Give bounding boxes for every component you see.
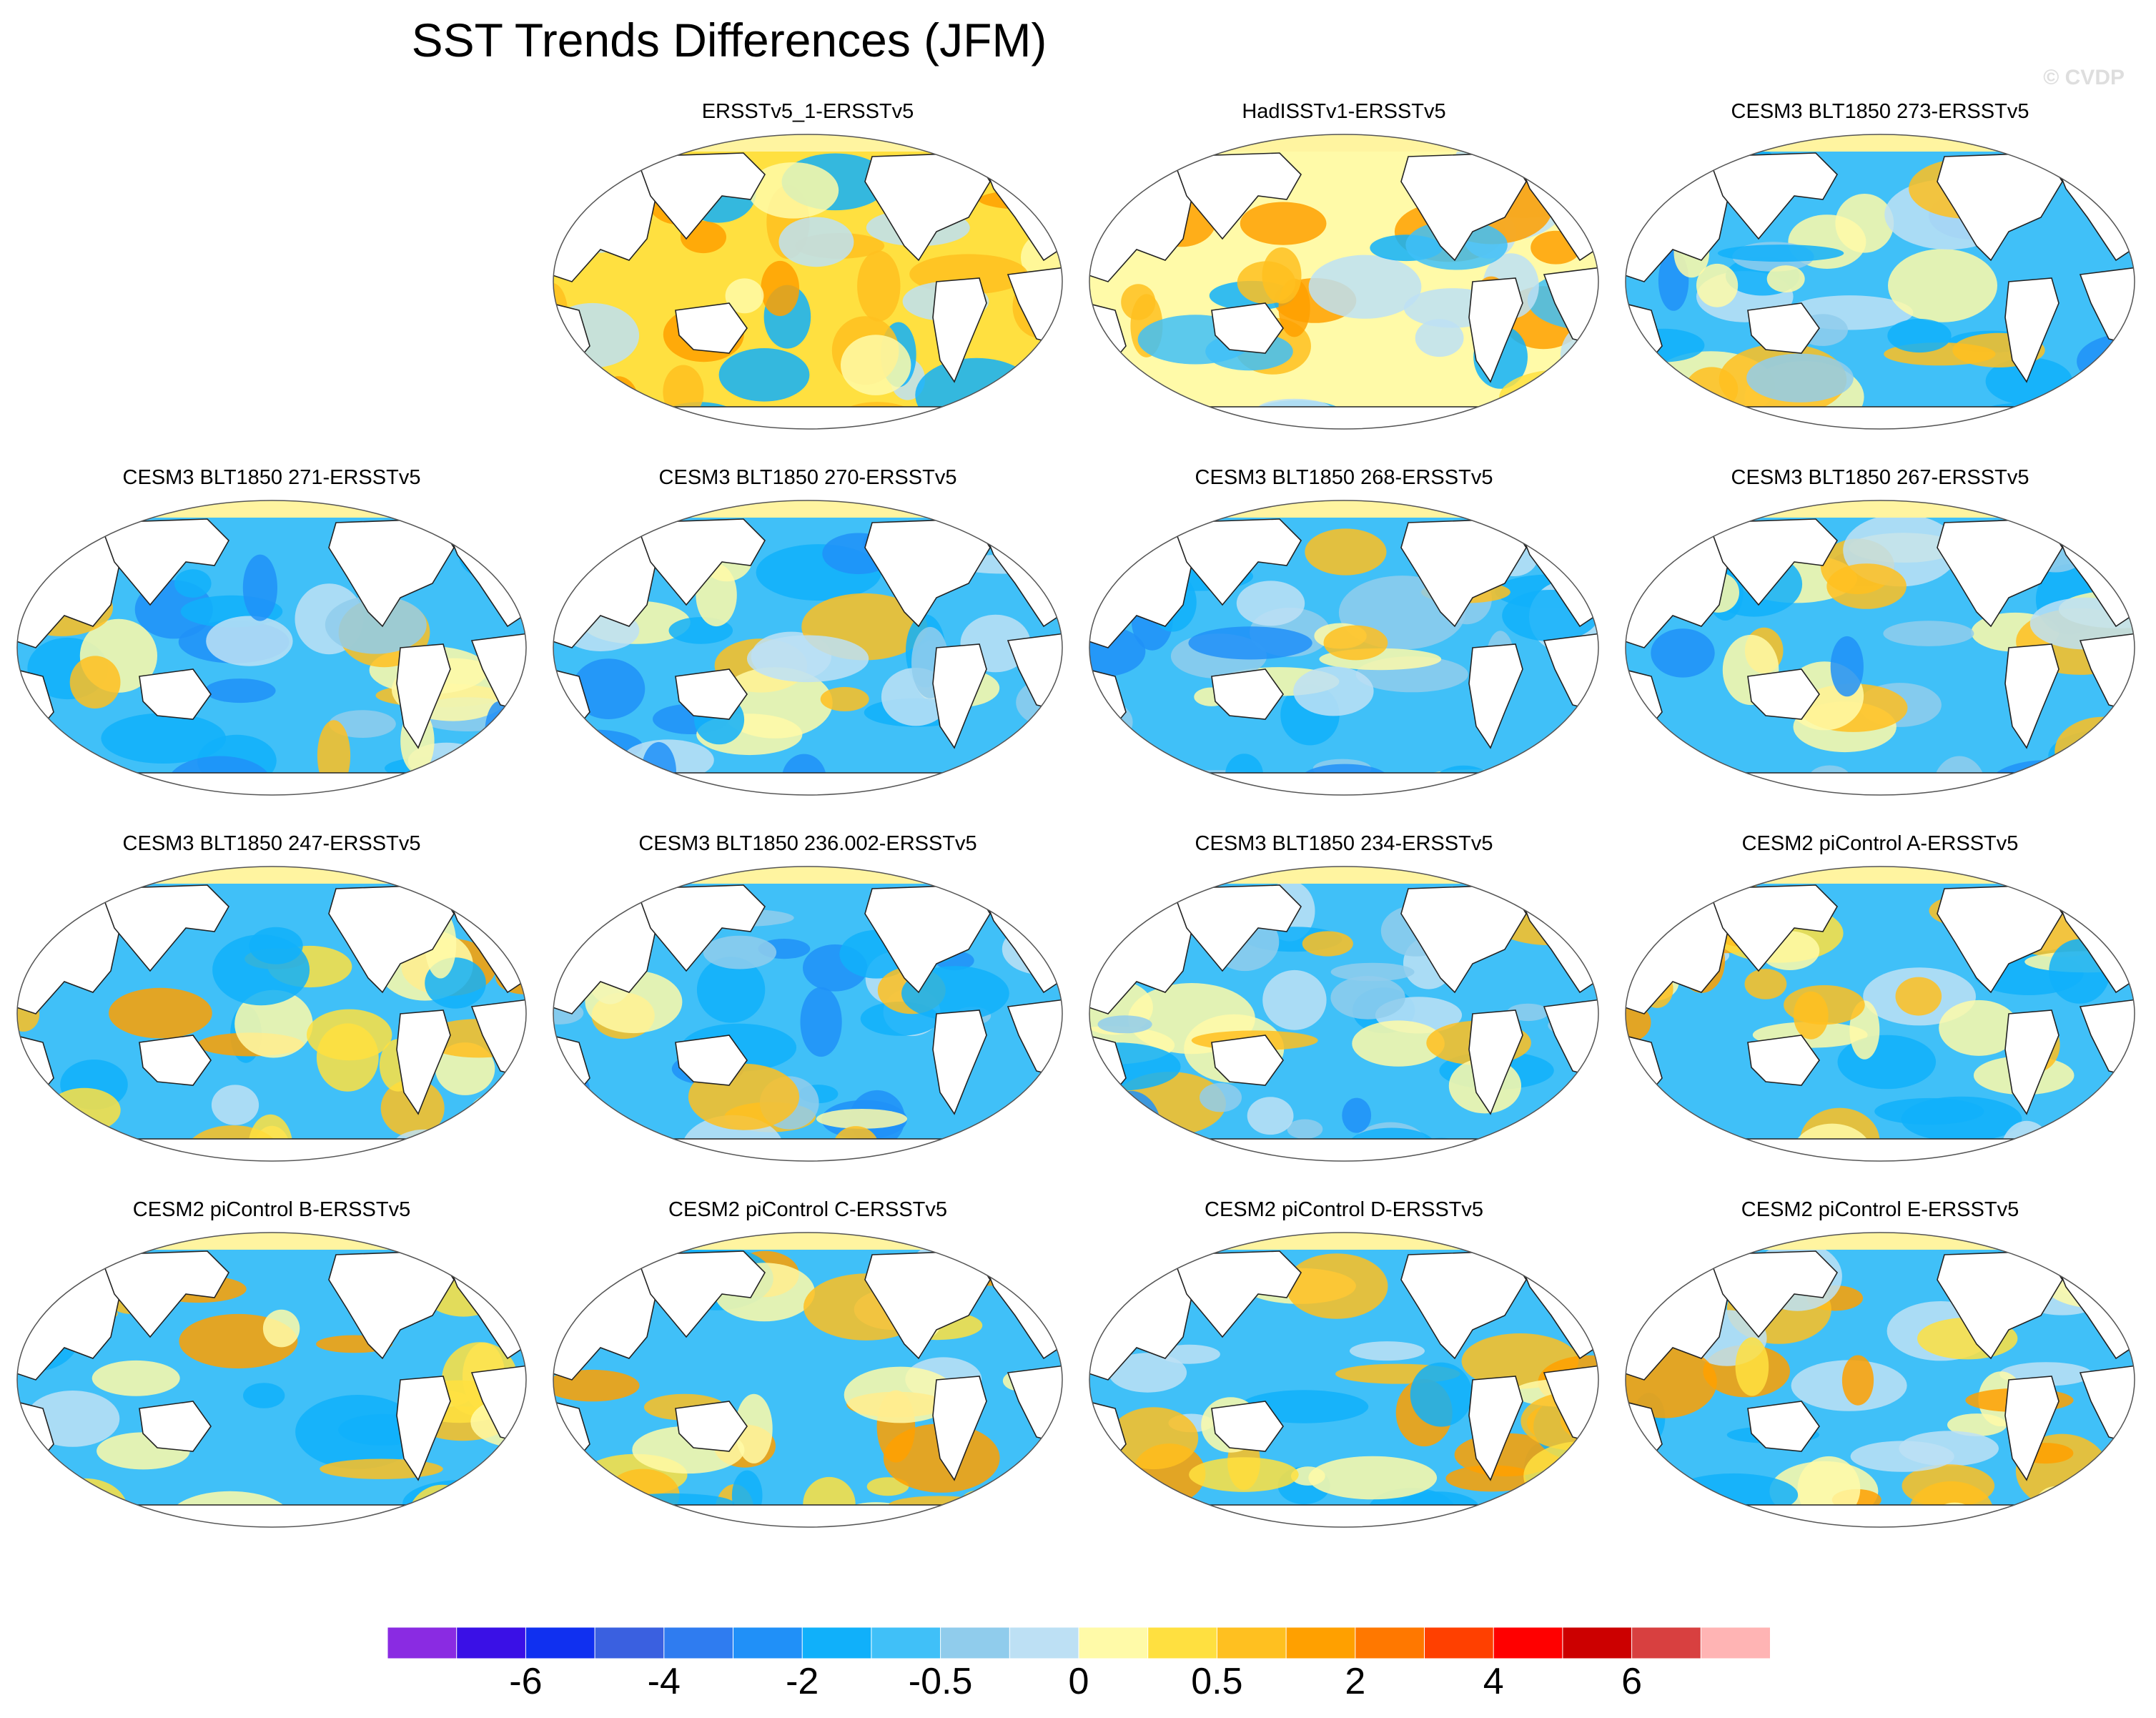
colorbar-swatch [1216, 1627, 1287, 1659]
colorbar-swatch [1009, 1627, 1079, 1659]
cvdp-credit: © CVDP [2043, 66, 2125, 89]
map-panel: CESM2 piControl D-ERSSTv5 [1079, 1198, 1608, 1534]
colorbar-swatch [733, 1627, 803, 1659]
robinson-world-map-icon [1089, 134, 1599, 430]
colorbar-tick-label: 0.5 [1191, 1661, 1243, 1702]
map-panel: CESM3 BLT1850 234-ERSSTv5 [1079, 832, 1608, 1168]
panel-title: CESM2 piControl B-ERSSTv5 [132, 1198, 411, 1221]
map-panel: CESM2 piControl A-ERSSTv5 [1616, 832, 2145, 1168]
colorbar-swatch [1424, 1627, 1495, 1659]
robinson-world-map-icon [1089, 500, 1599, 796]
panel-title: CESM3 BLT1850 234-ERSSTv5 [1195, 832, 1493, 855]
colorbar-swatch [1562, 1627, 1633, 1659]
colorbar-swatch [940, 1627, 1011, 1659]
robinson-world-map-icon [553, 1232, 1063, 1528]
colorbar-swatch [525, 1627, 596, 1659]
robinson-world-map-icon [1625, 500, 2135, 796]
colorbar-swatch [663, 1627, 734, 1659]
panel-title: CESM3 BLT1850 267-ERSSTv5 [1731, 466, 2029, 489]
robinson-world-map-icon [553, 866, 1063, 1162]
colorbar-swatch [1355, 1627, 1425, 1659]
colorbar-tick-label: -6 [509, 1661, 543, 1702]
colorbar-swatch [456, 1627, 527, 1659]
robinson-world-map-icon [1089, 1232, 1599, 1528]
colorbar-swatch [871, 1627, 941, 1659]
robinson-world-map-icon [16, 500, 527, 796]
map-panel: CESM3 BLT1850 271-ERSSTv5 [7, 466, 536, 802]
colorbar-swatch [1493, 1627, 1563, 1659]
figure-title: SST Trends Differences (JFM) [411, 14, 1047, 66]
colorbar-tick-label: -2 [786, 1661, 819, 1702]
panel-title: CESM2 piControl C-ERSSTv5 [668, 1198, 947, 1221]
colorbar-swatch [1631, 1627, 1702, 1659]
map-panel: ERSSTv5_1-ERSSTv5 [543, 100, 1072, 436]
panel-title: CESM3 BLT1850 236.002-ERSSTv5 [638, 832, 977, 855]
colorbar-tick-label: 2 [1345, 1661, 1366, 1702]
panel-title: CESM2 piControl D-ERSSTv5 [1205, 1198, 1483, 1221]
colorbar-swatch [1285, 1627, 1356, 1659]
map-panel: CESM3 BLT1850 270-ERSSTv5 [543, 466, 1072, 802]
panel-title: ERSSTv5_1-ERSSTv5 [701, 100, 914, 123]
colorbar-swatch [594, 1627, 665, 1659]
map-panel: CESM3 BLT1850 273-ERSSTv5 [1616, 100, 2145, 436]
panel-title: CESM3 BLT1850 268-ERSSTv5 [1195, 466, 1493, 489]
colorbar-swatch [1147, 1627, 1218, 1659]
colorbar [387, 1627, 1770, 1659]
colorbar-swatch [387, 1627, 458, 1659]
robinson-world-map-icon [1625, 134, 2135, 430]
robinson-world-map-icon [16, 1232, 527, 1528]
map-panel: CESM3 BLT1850 268-ERSSTv5 [1079, 466, 1608, 802]
colorbar-swatch [801, 1627, 872, 1659]
colorbar-tick-label: 0 [1068, 1661, 1089, 1702]
map-panel: CESM3 BLT1850 236.002-ERSSTv5 [543, 832, 1072, 1168]
map-panel: HadISSTv1-ERSSTv5 [1079, 100, 1608, 436]
map-panel: CESM2 piControl B-ERSSTv5 [7, 1198, 536, 1534]
colorbar-tick-label: -0.5 [908, 1661, 973, 1702]
panel-title: CESM3 BLT1850 271-ERSSTv5 [122, 466, 421, 489]
colorbar-tick-label: -4 [647, 1661, 681, 1702]
colorbar-swatch [1078, 1627, 1149, 1659]
robinson-world-map-icon [16, 866, 527, 1162]
colorbar-tick-label: 6 [1621, 1661, 1643, 1702]
map-panel: CESM2 piControl E-ERSSTv5 [1616, 1198, 2145, 1534]
colorbar-tick-label: 4 [1483, 1661, 1504, 1702]
robinson-world-map-icon [1625, 1232, 2135, 1528]
robinson-world-map-icon [1625, 866, 2135, 1162]
panel-title: CESM2 piControl A-ERSSTv5 [1741, 832, 2019, 855]
panel-title: CESM3 BLT1850 247-ERSSTv5 [122, 832, 421, 855]
map-panel: CESM3 BLT1850 267-ERSSTv5 [1616, 466, 2145, 802]
panel-title: CESM3 BLT1850 273-ERSSTv5 [1731, 100, 2029, 123]
map-panel: CESM2 piControl C-ERSSTv5 [543, 1198, 1072, 1534]
panel-title: CESM3 BLT1850 270-ERSSTv5 [658, 466, 957, 489]
robinson-world-map-icon [553, 500, 1063, 796]
panel-title: CESM2 piControl E-ERSSTv5 [1741, 1198, 2019, 1221]
robinson-world-map-icon [1089, 866, 1599, 1162]
map-panel: CESM3 BLT1850 247-ERSSTv5 [7, 832, 536, 1168]
panel-title: HadISSTv1-ERSSTv5 [1242, 100, 1446, 123]
colorbar-swatch [1700, 1627, 1770, 1659]
robinson-world-map-icon [553, 134, 1063, 430]
colorbar-tick-labels: -6 -4 -2 -0.5 0 0.5 2 4 6 [387, 1660, 1770, 1710]
